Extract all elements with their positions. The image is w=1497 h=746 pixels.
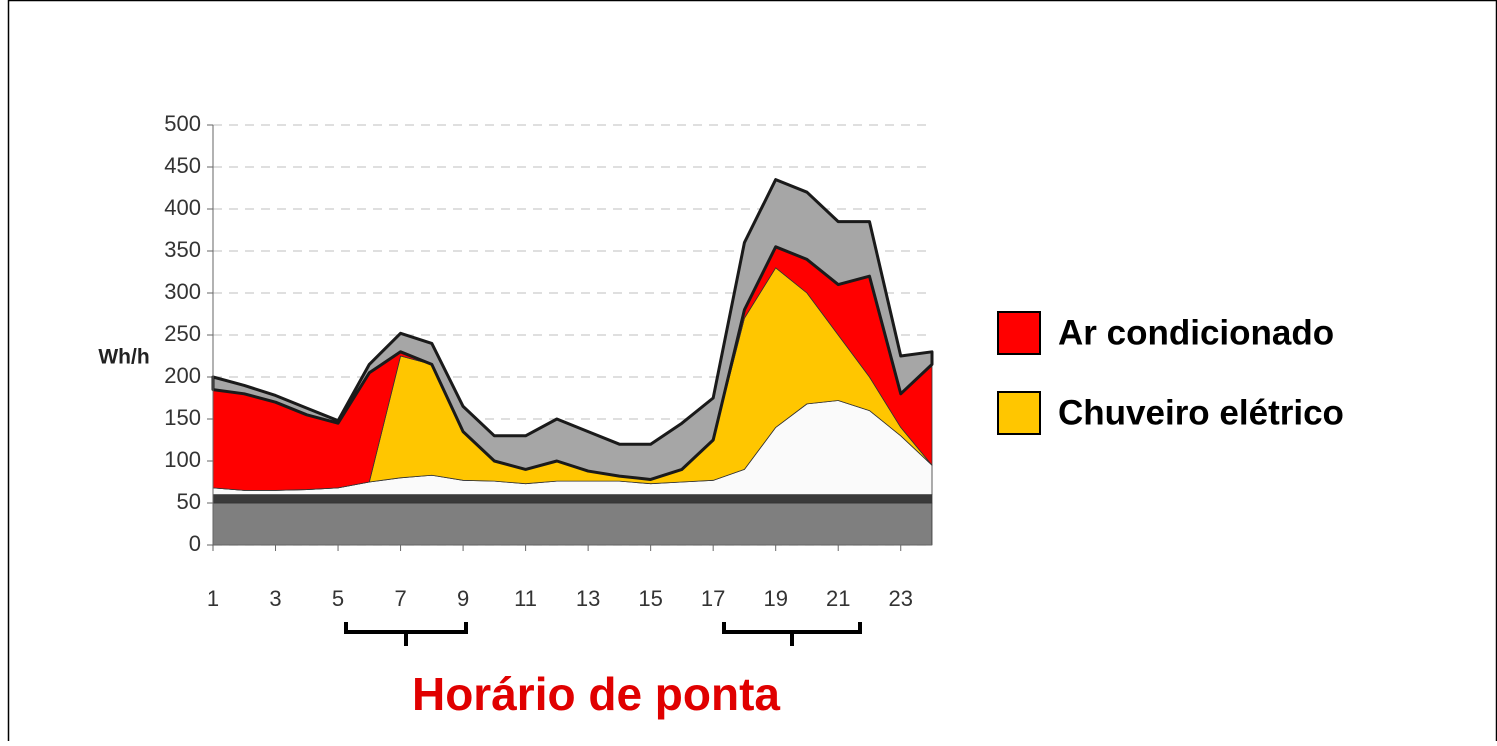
y-axis-label: Wh/h bbox=[98, 346, 149, 369]
y-tick-label: 150 bbox=[164, 405, 201, 430]
y-tick-label: 250 bbox=[164, 321, 201, 346]
y-tick-label: 450 bbox=[164, 153, 201, 178]
bracket bbox=[722, 622, 862, 646]
x-tick-label: 21 bbox=[826, 586, 850, 611]
y-tick-label: 300 bbox=[164, 279, 201, 304]
x-tick-label: 19 bbox=[763, 586, 787, 611]
y-tick-label: 400 bbox=[164, 195, 201, 220]
area bbox=[212, 494, 933, 504]
legend-label: Ar condicionado bbox=[1058, 313, 1334, 352]
x-tick-label: 11 bbox=[514, 586, 537, 611]
x-tick-label: 7 bbox=[394, 586, 406, 611]
x-tick-label: 17 bbox=[701, 586, 725, 611]
x-tick-label: 13 bbox=[576, 586, 600, 611]
area bbox=[211, 178, 934, 481]
x-tick-label: 9 bbox=[457, 586, 469, 611]
y-tick-label: 100 bbox=[164, 447, 201, 472]
y-tick-label: 200 bbox=[164, 363, 201, 388]
x-tick-label: 3 bbox=[269, 586, 281, 611]
x-tick-label: 1 bbox=[207, 586, 219, 611]
x-tick-label: 5 bbox=[332, 586, 344, 611]
area bbox=[212, 502, 933, 546]
y-tick-label: 0 bbox=[189, 531, 201, 556]
bracket bbox=[344, 622, 468, 646]
y-tick-label: 500 bbox=[164, 111, 201, 136]
y-tick-label: 350 bbox=[164, 237, 201, 262]
legend-swatch bbox=[997, 391, 1041, 435]
x-tick-label: 23 bbox=[888, 586, 912, 611]
legend-swatch bbox=[997, 311, 1041, 355]
y-tick-label: 50 bbox=[177, 489, 201, 514]
annotation: Horário de ponta bbox=[412, 668, 780, 720]
x-tick-label: 15 bbox=[638, 586, 662, 611]
legend-label: Chuveiro elétrico bbox=[1058, 393, 1344, 432]
